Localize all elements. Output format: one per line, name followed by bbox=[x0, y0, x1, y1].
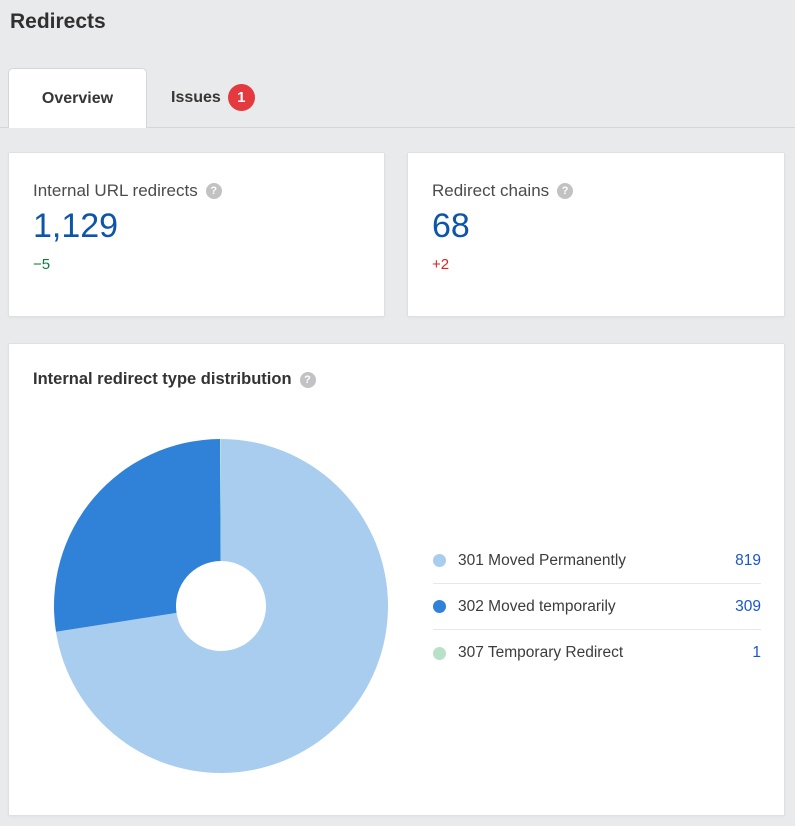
pie-slice-301[interactable] bbox=[55, 439, 389, 773]
internal-url-redirects-card: Internal URL redirects ? 1,129 −5 bbox=[8, 152, 385, 317]
redirect-chains-label: Redirect chains bbox=[432, 181, 550, 200]
help-icon[interactable]: ? bbox=[299, 371, 316, 388]
redirect-chains-delta: +2 bbox=[432, 256, 450, 273]
tab-overview[interactable]: Overview bbox=[8, 68, 147, 128]
tab-bar: Overview Issues 1 bbox=[0, 68, 795, 128]
legend-dot-icon bbox=[433, 554, 446, 567]
internal-url-redirects-value[interactable]: 1,129 bbox=[33, 207, 119, 245]
tab-overview-label: Overview bbox=[41, 89, 114, 107]
legend-label: 307 Temporary Redirect bbox=[458, 644, 624, 661]
internal-url-redirects-delta: −5 bbox=[33, 256, 51, 273]
internal-url-redirects-label: Internal URL redirects bbox=[33, 181, 198, 200]
help-icon[interactable]: ? bbox=[205, 183, 222, 199]
donut-chart-area bbox=[46, 431, 396, 781]
chart-title: Internal redirect type distribution bbox=[33, 370, 292, 388]
pie-slice-302[interactable] bbox=[53, 439, 221, 632]
redirect-chains-card: Redirect chains ? 68 +2 bbox=[407, 152, 785, 317]
legend-row: 307 Temporary Redirect 1 bbox=[433, 630, 761, 676]
redirect-type-distribution-card: Internal redirect type distribution ? 30… bbox=[8, 343, 785, 816]
redirect-chains-value[interactable]: 68 bbox=[432, 207, 470, 245]
issues-count-badge: 1 bbox=[227, 84, 255, 111]
chart-legend: 301 Moved Permanently 819 302 Moved tempor… bbox=[433, 538, 761, 676]
legend-label: 301 Moved Permanently bbox=[458, 551, 627, 569]
pie-slice-307[interactable] bbox=[220, 439, 221, 562]
legend-dot-icon bbox=[433, 646, 446, 660]
legend-row: 302 Moved temporarily 309 bbox=[433, 584, 761, 630]
legend-value[interactable]: 309 bbox=[735, 597, 761, 615]
donut-chart bbox=[53, 439, 389, 773]
legend-value[interactable]: 819 bbox=[735, 551, 761, 569]
tab-issues[interactable]: Issues 1 bbox=[147, 68, 279, 127]
legend-dot-icon bbox=[433, 600, 446, 613]
legend-value[interactable]: 1 bbox=[752, 644, 761, 661]
legend-label: 302 Moved temporarily bbox=[458, 597, 616, 615]
help-icon[interactable]: ? bbox=[557, 183, 574, 199]
legend-row: 301 Moved Permanently 819 bbox=[433, 538, 761, 584]
page-title: Redirects bbox=[10, 10, 106, 33]
tab-issues-label: Issues bbox=[171, 88, 221, 106]
